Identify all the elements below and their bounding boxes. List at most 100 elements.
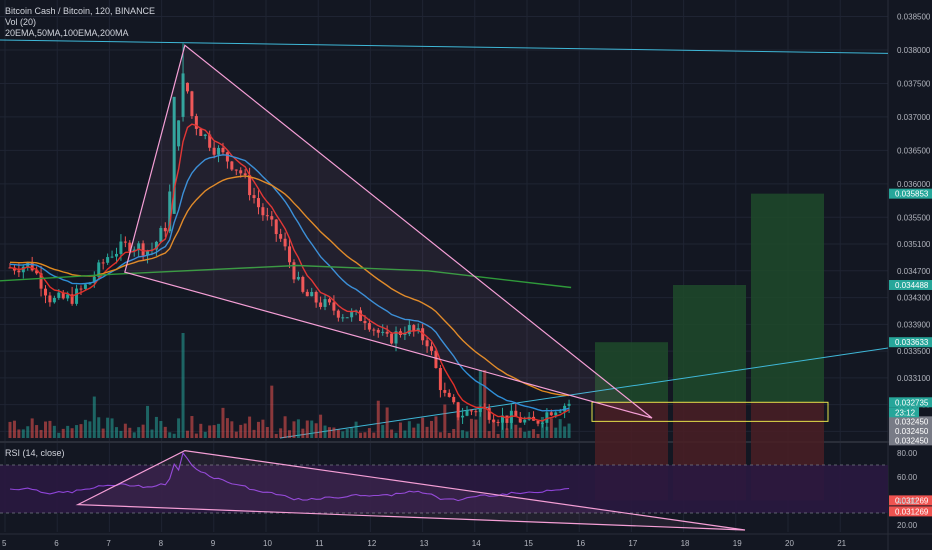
candle-body (447, 392, 451, 397)
candle-body (39, 273, 43, 289)
time-tick-label: 8 (159, 539, 164, 548)
candle-body (239, 170, 243, 174)
volume-bar (345, 429, 349, 438)
volume-bar (283, 416, 287, 438)
price-tick-label: 0.033500 (897, 347, 931, 356)
candle-body (168, 191, 172, 232)
volume-bar (181, 333, 185, 438)
volume-bar (532, 429, 536, 438)
volume-bar (221, 407, 225, 438)
volume-bar (305, 420, 309, 438)
candle-body (554, 412, 558, 416)
candle-body (385, 331, 389, 334)
candle-body (185, 82, 189, 92)
volume-bar (501, 422, 505, 438)
volume-bar (567, 423, 571, 438)
volume-bar (230, 421, 234, 438)
volume-bar (376, 400, 380, 438)
volume-bar (163, 426, 167, 438)
volume-bar (57, 432, 61, 438)
candle-body (43, 288, 47, 296)
candle-body (327, 299, 331, 303)
candle-body (478, 407, 482, 413)
rsi-tick-label: 60.00 (897, 473, 918, 482)
time-tick-label: 19 (733, 539, 742, 548)
volume-bar (252, 429, 256, 438)
volume-bar (265, 427, 269, 438)
price-badge (889, 279, 932, 290)
volume-bar (137, 427, 141, 438)
time-tick-label: 13 (420, 539, 429, 548)
candle-body (256, 198, 260, 208)
price-badge-label: 0.033633 (895, 338, 929, 347)
volume-bar (270, 385, 274, 438)
volume-bar (430, 420, 434, 438)
candle-body (119, 241, 123, 254)
candle-body (154, 241, 158, 250)
support-trendline (279, 347, 889, 439)
candle-body (310, 291, 314, 297)
candle-body (412, 325, 416, 331)
volume-bar (17, 429, 21, 438)
candle-body (110, 256, 114, 258)
volume-bar (523, 431, 527, 438)
volume-bar (83, 419, 87, 438)
volume-bar (256, 421, 260, 438)
candle-body (292, 262, 296, 280)
candle-body (536, 420, 540, 424)
volume-bar (141, 424, 145, 438)
time-tick-label: 21 (837, 539, 846, 548)
volume-bar (465, 431, 469, 438)
volume-bar (8, 421, 12, 438)
volume-bar (310, 420, 314, 438)
volume-bar (52, 425, 56, 438)
time-tick-label: 7 (106, 539, 111, 548)
volume-bar (248, 416, 252, 438)
time-tick-label: 18 (681, 539, 690, 548)
candle-body (430, 346, 434, 351)
volume-bar (101, 428, 105, 438)
candle-body (265, 215, 269, 217)
volume-bar (123, 423, 127, 438)
candle-body (496, 421, 500, 423)
volume-bar (558, 419, 562, 438)
price-badge-label: 0.032450 (895, 417, 929, 426)
candle-body (518, 416, 522, 423)
rsi-tick-label: 80.00 (897, 449, 918, 458)
price-tick-label: 0.033900 (897, 320, 931, 329)
candle-body (252, 195, 256, 199)
candle-body (92, 276, 96, 283)
price-tick-label: 0.034700 (897, 267, 931, 276)
volume-bar (128, 427, 132, 438)
price-tick-label: 0.036500 (897, 146, 931, 155)
price-badge-label: 0.034488 (895, 281, 929, 290)
candle-body (221, 147, 225, 153)
volume-bar (177, 418, 181, 438)
candle-body (230, 161, 234, 170)
time-tick-label: 12 (367, 539, 376, 548)
volume-bar (434, 416, 438, 438)
volume-bar (438, 432, 442, 438)
candle-body (199, 128, 203, 136)
time-tick-label: 15 (524, 539, 533, 548)
falling-wedge-pattern (124, 44, 653, 419)
candle-body (456, 402, 460, 418)
price-tick-label: 0.037500 (897, 79, 931, 88)
candle-body (190, 91, 194, 117)
rsi-triangle-pattern (75, 449, 746, 531)
volume-bar (354, 421, 358, 438)
candle-body (177, 120, 181, 147)
candle-body (172, 96, 176, 214)
volume-bar (185, 430, 189, 438)
candle-body (208, 134, 212, 148)
price-badge (889, 337, 932, 348)
volume-bar (487, 431, 491, 438)
volume-bar (478, 370, 482, 438)
moving-average-legend: 20EMA,50MA,100EMA,200MA (5, 28, 129, 38)
ema-100-line (9, 175, 570, 397)
price-badge (889, 416, 932, 427)
volume-bar (88, 421, 92, 438)
candle-body (372, 329, 376, 331)
price-badge (889, 425, 932, 436)
